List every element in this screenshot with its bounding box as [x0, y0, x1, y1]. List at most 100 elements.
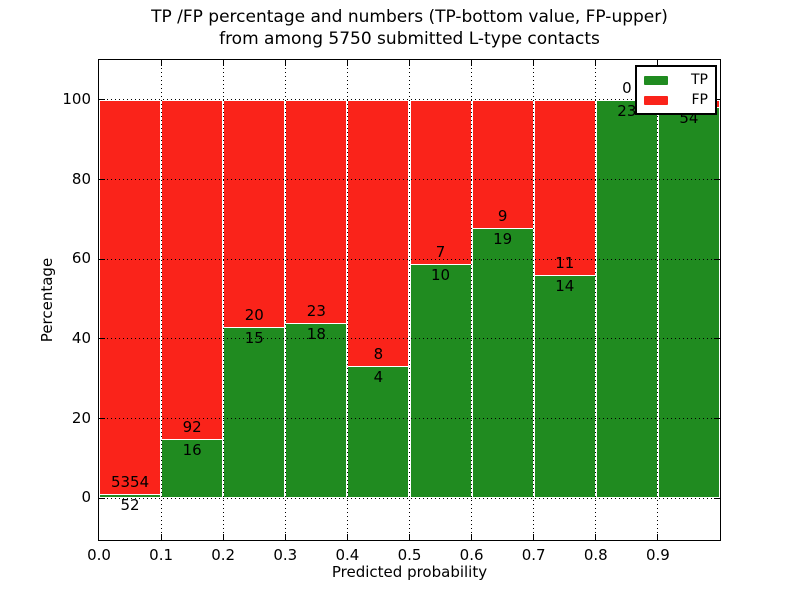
x-tick-mark [595, 60, 597, 66]
bar-tp-segment [409, 263, 472, 499]
legend-swatch-fp-icon [644, 95, 668, 105]
y-tick-label: 60 [71, 249, 91, 268]
x-tick-mark [160, 60, 162, 66]
y-tick-label: 40 [71, 328, 91, 347]
grid-line-horizontal [99, 179, 720, 180]
x-tick-label: 0.0 [87, 546, 111, 564]
legend-label-fp: FP [691, 92, 709, 108]
x-tick-mark [284, 60, 286, 66]
grid-line-horizontal [99, 497, 720, 499]
x-tick-mark [346, 60, 348, 66]
grid-line-vertical [657, 60, 659, 540]
x-tick-mark [595, 534, 597, 540]
bar-fp-segment [285, 99, 348, 324]
fp-count-label: 11 [555, 254, 575, 273]
y-tick-mark [714, 338, 720, 340]
chart-title-line2: from among 5750 submitted L-type contact… [219, 29, 600, 49]
bar-tp-segment [347, 365, 410, 499]
x-tick-label: 0.5 [397, 546, 422, 564]
grid-line-horizontal [99, 418, 720, 419]
grid-line-horizontal [99, 99, 720, 101]
grid-line-vertical [471, 60, 473, 540]
plot-area: 5354 52 92 16 20 15 23 18 8 4 7 10 9 19 11 14 0 23 54 TP F… [98, 59, 721, 541]
grid-line-horizontal [99, 338, 720, 340]
grid-line-vertical [284, 60, 286, 540]
y-tick-label: 0 [81, 488, 91, 507]
bar-fp-segment [347, 99, 410, 366]
fp-count-label: 92 [182, 418, 202, 437]
bar-fp-segment [223, 99, 286, 328]
x-tick-mark [533, 60, 535, 66]
y-tick-mark [99, 258, 105, 260]
x-tick-mark [657, 60, 659, 66]
x-tick-label: 0.9 [645, 546, 670, 564]
fp-count-label: 5354 [110, 473, 150, 492]
x-tick-mark [409, 60, 410, 66]
bar-tp-segment [657, 107, 720, 499]
y-tick-label: 20 [71, 408, 91, 427]
legend-entry-tp: TP [644, 72, 708, 88]
x-tick-mark [346, 534, 348, 540]
fp-count-label: 23 [306, 302, 326, 321]
bar-tp-segment [533, 275, 596, 499]
grid-line-vertical [409, 60, 410, 540]
tp-count-label: 4 [373, 367, 384, 386]
x-tick-label: 0.8 [583, 546, 608, 564]
legend-entry-fp: FP [644, 92, 708, 108]
chart-title-line1: TP /FP percentage and numbers (TP-bottom… [151, 7, 668, 27]
y-tick-mark [99, 99, 105, 101]
y-tick-mark [99, 497, 105, 499]
x-tick-label: 0.4 [335, 546, 360, 564]
y-tick-mark [714, 418, 720, 419]
fp-count-label: 8 [373, 344, 384, 363]
tp-count-label: 52 [120, 496, 140, 515]
bar-fp-segment [409, 99, 472, 264]
x-tick-mark [533, 534, 535, 540]
x-tick-label: 0.1 [149, 546, 174, 564]
bar-tp-segment [595, 99, 658, 499]
x-tick-label: 0.6 [459, 546, 484, 564]
grid-line-vertical [346, 60, 348, 540]
tp-count-label: 23 [617, 101, 637, 120]
fp-count-label: 9 [497, 206, 508, 225]
bar-tp-segment [223, 327, 286, 499]
y-tick-label: 100 [62, 89, 91, 108]
y-tick-mark [99, 338, 105, 340]
bar-tp-segment [285, 323, 348, 499]
tp-count-label: 14 [555, 277, 575, 296]
y-tick-mark [99, 179, 105, 180]
tp-count-label: 15 [244, 329, 264, 348]
y-tick-mark [714, 497, 720, 499]
x-tick-mark [409, 534, 410, 540]
x-tick-label: 0.7 [521, 546, 546, 564]
x-tick-label: 0.3 [273, 546, 298, 564]
y-tick-label: 80 [71, 169, 91, 188]
x-tick-mark [471, 60, 473, 66]
grid-line-vertical [222, 60, 224, 540]
x-tick-mark [657, 534, 659, 540]
y-tick-mark [99, 418, 105, 419]
grid-line-vertical [595, 60, 597, 540]
x-tick-label: 0.2 [211, 546, 236, 564]
y-tick-mark [714, 99, 720, 101]
x-tick-mark [222, 534, 224, 540]
bar-tp-segment [471, 227, 534, 499]
legend-swatch-tp-icon [644, 75, 668, 85]
fp-count-label: 7 [435, 242, 446, 261]
grid-line-vertical [160, 60, 162, 540]
tp-count-label: 10 [431, 265, 451, 284]
bar-fp-segment [533, 99, 596, 276]
x-tick-mark [222, 60, 224, 66]
tp-count-label: 16 [182, 441, 202, 460]
x-axis-title: Predicted probability [331, 563, 488, 581]
bar-fp-segment [161, 99, 224, 440]
tp-count-label: 18 [306, 325, 326, 344]
grid-line-horizontal [99, 258, 720, 260]
x-tick-mark [284, 534, 286, 540]
fp-count-label: 0 [622, 78, 632, 97]
grid-line-vertical [533, 60, 535, 540]
fp-count-label: 20 [244, 306, 264, 325]
bar-fp-segment [99, 99, 162, 495]
tp-count-label: 19 [493, 229, 513, 248]
